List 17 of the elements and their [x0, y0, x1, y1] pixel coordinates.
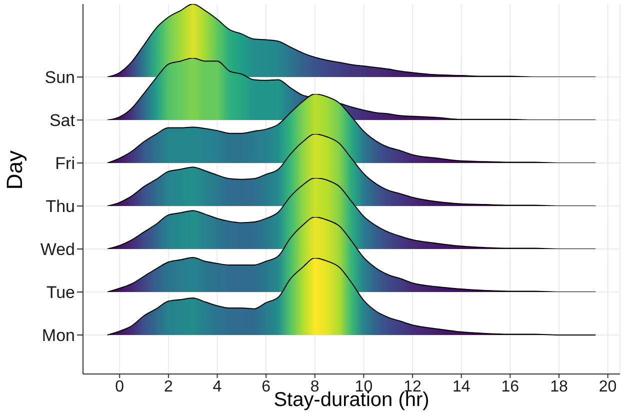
- x-tick-label: 6: [262, 378, 271, 396]
- x-tick-label: 2: [164, 378, 173, 396]
- legend-label: Sat: [49, 111, 76, 130]
- legend-label: Tue: [46, 283, 75, 302]
- x-tick-label: 18: [550, 378, 568, 396]
- x-tick-label: 8: [310, 378, 320, 396]
- legend-label: Wed: [40, 240, 75, 260]
- legend-label: Thu: [46, 197, 75, 216]
- legend-label: Sun: [44, 68, 75, 88]
- legend-label: Mon: [42, 326, 75, 346]
- x-tick-label: 20: [598, 378, 617, 396]
- x-tick-label: 14: [452, 378, 470, 396]
- x-tick-label: 16: [501, 378, 520, 396]
- x-tick-label: 4: [212, 378, 222, 396]
- y-axis-title: Day: [2, 150, 27, 190]
- legend-label: Fri: [55, 154, 75, 174]
- x-tick-label: 0: [115, 378, 124, 396]
